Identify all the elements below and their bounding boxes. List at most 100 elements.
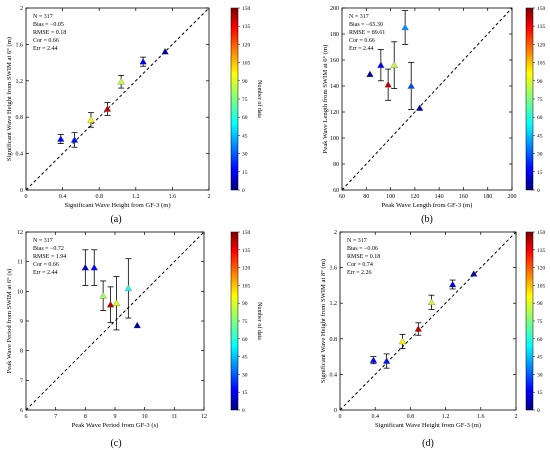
colorbar-tick-label: 135 <box>537 248 546 254</box>
y-tick-label: 80 <box>333 162 339 168</box>
x-tick-label: 0.4 <box>371 414 379 420</box>
data-point <box>407 82 415 89</box>
data-point <box>90 263 98 271</box>
data-point <box>81 263 89 271</box>
y-tick-label: 140 <box>330 84 339 90</box>
y-tick-label: 1.2 <box>16 79 24 85</box>
data-point <box>401 23 409 31</box>
colorbar-tick-label: 15 <box>242 170 248 176</box>
colorbar-tick-label: 0 <box>537 188 540 194</box>
x-tick-label: 2 <box>208 194 211 200</box>
stats-line: Err = 2.44 <box>33 46 58 52</box>
panel-label: (d) <box>422 438 434 449</box>
data-point <box>124 284 133 292</box>
y-tick-label: 9 <box>20 319 23 325</box>
y-tick-label: 2 <box>20 6 23 12</box>
colorbar-tick-label: 105 <box>537 283 546 289</box>
stats-line: Cor = 0.66 <box>33 262 59 268</box>
colorbar-tick-label: 75 <box>537 319 543 325</box>
stats-line: Cor = 0.66 <box>33 38 59 44</box>
x-tick-label: 11 <box>171 414 177 420</box>
colorbar-tick-label: 75 <box>242 319 248 325</box>
y-tick-label: 2 <box>334 230 337 236</box>
stats-line: RMSE = 0.18 <box>33 30 66 36</box>
plot-frame <box>339 231 517 411</box>
colorbar-tick-label: 75 <box>242 97 248 103</box>
plot-frame <box>341 7 513 191</box>
colorbar-tick-label: 30 <box>242 372 248 378</box>
data-point <box>133 321 141 329</box>
y-tick-label: 10 <box>17 289 23 295</box>
y-tick-label: 60 <box>333 188 339 194</box>
y-tick-label: 11 <box>17 260 23 266</box>
stats-line: Bias = −0.05 <box>33 22 64 28</box>
chart-panel: 0 0.4 0.8 1.2 1.6 2 0 0.4 0.8 1.2 1.6 2 Significant … <box>6 6 263 225</box>
y-tick-label: 1.6 <box>330 266 338 272</box>
stats-line: N = 317 <box>33 238 53 244</box>
y-tick-label: 1.6 <box>16 42 24 48</box>
chart-panel: 60 80 100 120 140 160 180 200 60 80 100 120 140 160 18… <box>322 6 546 225</box>
chart-panel: 0 0.4 0.8 1.2 1.6 2 0 0.4 0.8 1.2 1.6 2 Significant … <box>320 230 546 449</box>
colorbar-tick-label: 90 <box>242 301 248 307</box>
y-tick-label: 200 <box>330 6 339 12</box>
y-tick-label: 12 <box>17 230 23 236</box>
colorbar <box>230 7 239 191</box>
y-tick-label: 8 <box>20 349 23 355</box>
colorbar-tick-label: 60 <box>242 337 248 343</box>
x-tick-label: 0.4 <box>59 194 67 200</box>
y-axis-label: Peak Wave Period from SWIM at 6° (s) <box>6 269 13 374</box>
stats-line: Cor = 0.66 <box>349 38 375 44</box>
colorbar-tick-label: 120 <box>537 42 546 48</box>
data-point <box>57 135 65 142</box>
x-tick-label: 12 <box>201 414 207 420</box>
colorbar-tick-label: 150 <box>242 6 251 12</box>
data-point <box>103 105 112 112</box>
panel-label: (c) <box>110 438 121 449</box>
data-point <box>112 299 121 306</box>
data-point <box>117 78 125 85</box>
colorbar-tick-label: 90 <box>537 301 543 307</box>
y-tick-label: 120 <box>330 110 339 116</box>
colorbar-tick-label: 45 <box>242 355 248 361</box>
data-point <box>398 337 407 345</box>
y-tick-label: 1.2 <box>330 301 338 307</box>
data-point <box>416 104 424 111</box>
stats-line: Bias = −0.06 <box>347 246 378 252</box>
data-point <box>139 57 147 65</box>
colorbar-tick-label: 135 <box>242 248 251 254</box>
colorbar-tick-label: 90 <box>537 79 543 85</box>
colorbar-tick-label: 45 <box>537 355 543 361</box>
y-tick-label: 0.4 <box>330 372 338 378</box>
stats-line: RMSE = 0.18 <box>347 254 380 260</box>
colorbar-tick-label: 60 <box>537 115 543 121</box>
x-tick-label: 0 <box>339 414 342 420</box>
colorbar-tick-label: 150 <box>537 6 546 12</box>
y-axis-label: Significant Wave Height from SWIM at 8° … <box>320 259 327 383</box>
x-axis-label: Significant Wave Height from GF-3 (m) <box>375 422 481 429</box>
y-tick-label: 7 <box>20 378 23 384</box>
data-point <box>87 116 95 123</box>
stats-line: Bias = −0.72 <box>33 246 64 252</box>
x-tick-label: 9 <box>114 414 117 420</box>
data-point <box>382 357 391 364</box>
x-tick-label: 1.2 <box>132 194 140 200</box>
data-point <box>448 280 457 288</box>
y-axis-label: Peak Wave Length from SWIM at 6° (m) <box>322 45 329 154</box>
data-point <box>70 136 79 143</box>
y-tick-label: 0.4 <box>16 152 24 158</box>
stats-line: N = 317 <box>349 14 369 20</box>
colorbar-tick-label: 120 <box>537 266 546 272</box>
stats-line: N = 317 <box>33 14 53 20</box>
colorbar <box>230 231 239 411</box>
colorbar-tick-label: 150 <box>537 230 546 236</box>
stats-line: Bias = −65.30 <box>349 22 383 28</box>
x-tick-label: 60 <box>339 194 345 200</box>
data-point <box>161 47 169 55</box>
colorbar-label: Number of data <box>256 80 263 118</box>
x-axis-label: Peak Wave Length from GF-3 (m) <box>382 202 473 209</box>
colorbar-tick-label: 0 <box>242 408 245 414</box>
y-tick-label: 160 <box>330 58 339 64</box>
colorbar-tick-label: 90 <box>242 79 248 85</box>
colorbar-tick-label: 105 <box>242 283 251 289</box>
